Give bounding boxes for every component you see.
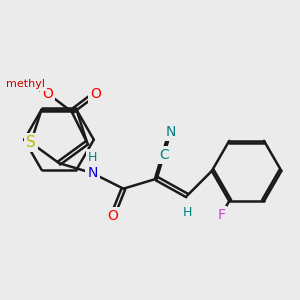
Text: O: O: [43, 87, 53, 101]
Text: methyl: methyl: [6, 79, 45, 89]
Text: F: F: [217, 208, 225, 222]
Text: O: O: [90, 87, 101, 101]
Text: C: C: [159, 148, 169, 162]
Text: N: N: [166, 125, 176, 139]
Text: S: S: [26, 135, 36, 150]
Text: H: H: [182, 206, 192, 220]
Text: O: O: [107, 209, 118, 223]
Text: H: H: [88, 151, 97, 164]
Text: N: N: [87, 166, 98, 180]
